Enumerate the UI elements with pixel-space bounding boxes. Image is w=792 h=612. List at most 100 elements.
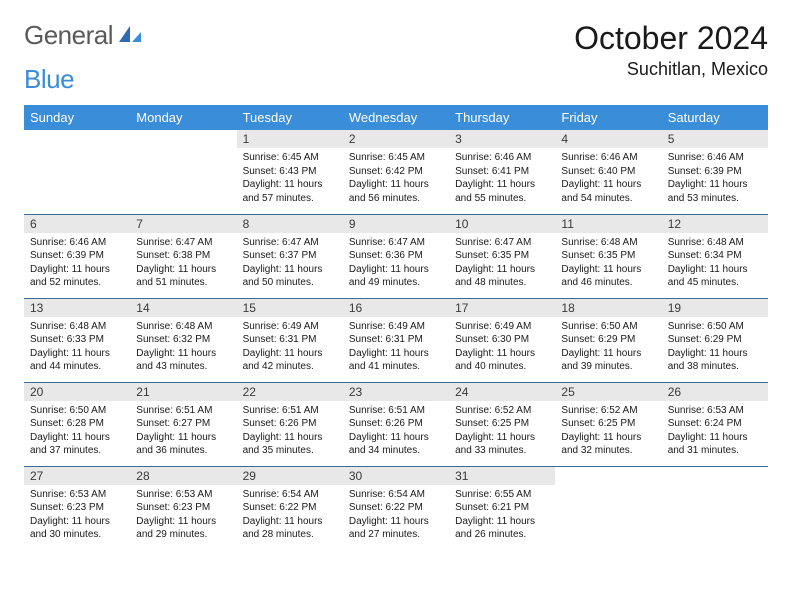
day-content: Sunrise: 6:46 AMSunset: 6:41 PMDaylight:… (449, 148, 555, 211)
day-number: 15 (237, 299, 343, 317)
calendar-cell: 3Sunrise: 6:46 AMSunset: 6:41 PMDaylight… (449, 130, 555, 214)
calendar-cell: 6Sunrise: 6:46 AMSunset: 6:39 PMDaylight… (24, 214, 130, 298)
day-content: Sunrise: 6:51 AMSunset: 6:26 PMDaylight:… (237, 401, 343, 464)
calendar-cell: 22Sunrise: 6:51 AMSunset: 6:26 PMDayligh… (237, 382, 343, 466)
day-number: 14 (130, 299, 236, 317)
day-content: Sunrise: 6:52 AMSunset: 6:25 PMDaylight:… (449, 401, 555, 464)
calendar-cell: 28Sunrise: 6:53 AMSunset: 6:23 PMDayligh… (130, 466, 236, 550)
empty-cell (662, 467, 768, 485)
calendar-header-row: SundayMondayTuesdayWednesdayThursdayFrid… (24, 105, 768, 130)
day-content: Sunrise: 6:49 AMSunset: 6:31 PMDaylight:… (237, 317, 343, 380)
calendar-cell: 7Sunrise: 6:47 AMSunset: 6:38 PMDaylight… (130, 214, 236, 298)
day-number: 2 (343, 130, 449, 148)
calendar-cell (130, 130, 236, 214)
calendar-row: 27Sunrise: 6:53 AMSunset: 6:23 PMDayligh… (24, 466, 768, 550)
day-number: 19 (662, 299, 768, 317)
calendar-cell: 31Sunrise: 6:55 AMSunset: 6:21 PMDayligh… (449, 466, 555, 550)
day-content: Sunrise: 6:46 AMSunset: 6:40 PMDaylight:… (555, 148, 661, 211)
day-content: Sunrise: 6:46 AMSunset: 6:39 PMDaylight:… (24, 233, 130, 296)
day-number: 26 (662, 383, 768, 401)
day-number: 22 (237, 383, 343, 401)
calendar-cell: 24Sunrise: 6:52 AMSunset: 6:25 PMDayligh… (449, 382, 555, 466)
calendar-cell: 11Sunrise: 6:48 AMSunset: 6:35 PMDayligh… (555, 214, 661, 298)
calendar-cell: 17Sunrise: 6:49 AMSunset: 6:30 PMDayligh… (449, 298, 555, 382)
calendar-cell: 27Sunrise: 6:53 AMSunset: 6:23 PMDayligh… (24, 466, 130, 550)
day-number: 30 (343, 467, 449, 485)
day-content: Sunrise: 6:51 AMSunset: 6:27 PMDaylight:… (130, 401, 236, 464)
day-number: 6 (24, 215, 130, 233)
weekday-header: Friday (555, 105, 661, 130)
empty-cell (130, 130, 236, 148)
day-number: 5 (662, 130, 768, 148)
empty-cell (24, 130, 130, 148)
calendar-cell: 18Sunrise: 6:50 AMSunset: 6:29 PMDayligh… (555, 298, 661, 382)
day-content: Sunrise: 6:52 AMSunset: 6:25 PMDaylight:… (555, 401, 661, 464)
day-number: 3 (449, 130, 555, 148)
calendar-cell: 16Sunrise: 6:49 AMSunset: 6:31 PMDayligh… (343, 298, 449, 382)
day-content: Sunrise: 6:50 AMSunset: 6:29 PMDaylight:… (555, 317, 661, 380)
location-label: Suchitlan, Mexico (574, 59, 768, 80)
calendar-cell: 19Sunrise: 6:50 AMSunset: 6:29 PMDayligh… (662, 298, 768, 382)
day-number: 21 (130, 383, 236, 401)
day-content: Sunrise: 6:50 AMSunset: 6:29 PMDaylight:… (662, 317, 768, 380)
logo-text-2: Blue (24, 64, 74, 95)
day-content: Sunrise: 6:49 AMSunset: 6:30 PMDaylight:… (449, 317, 555, 380)
day-content: Sunrise: 6:47 AMSunset: 6:38 PMDaylight:… (130, 233, 236, 296)
calendar-body: 1Sunrise: 6:45 AMSunset: 6:43 PMDaylight… (24, 130, 768, 550)
day-content: Sunrise: 6:46 AMSunset: 6:39 PMDaylight:… (662, 148, 768, 211)
day-number: 13 (24, 299, 130, 317)
day-content: Sunrise: 6:53 AMSunset: 6:24 PMDaylight:… (662, 401, 768, 464)
calendar-row: 6Sunrise: 6:46 AMSunset: 6:39 PMDaylight… (24, 214, 768, 298)
day-number: 23 (343, 383, 449, 401)
calendar-cell: 9Sunrise: 6:47 AMSunset: 6:36 PMDaylight… (343, 214, 449, 298)
calendar-row: 20Sunrise: 6:50 AMSunset: 6:28 PMDayligh… (24, 382, 768, 466)
day-number: 9 (343, 215, 449, 233)
logo-sail-icon (117, 20, 143, 51)
day-number: 11 (555, 215, 661, 233)
calendar-cell: 8Sunrise: 6:47 AMSunset: 6:37 PMDaylight… (237, 214, 343, 298)
day-number: 8 (237, 215, 343, 233)
day-number: 29 (237, 467, 343, 485)
calendar-cell: 5Sunrise: 6:46 AMSunset: 6:39 PMDaylight… (662, 130, 768, 214)
calendar-row: 1Sunrise: 6:45 AMSunset: 6:43 PMDaylight… (24, 130, 768, 214)
day-number: 10 (449, 215, 555, 233)
day-number: 1 (237, 130, 343, 148)
day-content: Sunrise: 6:48 AMSunset: 6:35 PMDaylight:… (555, 233, 661, 296)
day-content: Sunrise: 6:50 AMSunset: 6:28 PMDaylight:… (24, 401, 130, 464)
day-number: 28 (130, 467, 236, 485)
day-content: Sunrise: 6:45 AMSunset: 6:43 PMDaylight:… (237, 148, 343, 211)
empty-cell (555, 467, 661, 485)
day-number: 27 (24, 467, 130, 485)
logo: General (24, 20, 143, 51)
day-content: Sunrise: 6:48 AMSunset: 6:32 PMDaylight:… (130, 317, 236, 380)
weekday-header: Wednesday (343, 105, 449, 130)
calendar-cell: 30Sunrise: 6:54 AMSunset: 6:22 PMDayligh… (343, 466, 449, 550)
weekday-header: Monday (130, 105, 236, 130)
calendar-cell: 21Sunrise: 6:51 AMSunset: 6:27 PMDayligh… (130, 382, 236, 466)
weekday-header: Saturday (662, 105, 768, 130)
day-number: 20 (24, 383, 130, 401)
calendar-cell: 20Sunrise: 6:50 AMSunset: 6:28 PMDayligh… (24, 382, 130, 466)
calendar-table: SundayMondayTuesdayWednesdayThursdayFrid… (24, 105, 768, 550)
weekday-header: Sunday (24, 105, 130, 130)
day-number: 17 (449, 299, 555, 317)
day-number: 4 (555, 130, 661, 148)
day-content: Sunrise: 6:47 AMSunset: 6:37 PMDaylight:… (237, 233, 343, 296)
day-content: Sunrise: 6:45 AMSunset: 6:42 PMDaylight:… (343, 148, 449, 211)
day-content: Sunrise: 6:47 AMSunset: 6:35 PMDaylight:… (449, 233, 555, 296)
calendar-cell: 25Sunrise: 6:52 AMSunset: 6:25 PMDayligh… (555, 382, 661, 466)
month-title: October 2024 (574, 20, 768, 57)
day-content: Sunrise: 6:54 AMSunset: 6:22 PMDaylight:… (343, 485, 449, 548)
day-content: Sunrise: 6:54 AMSunset: 6:22 PMDaylight:… (237, 485, 343, 548)
calendar-cell: 1Sunrise: 6:45 AMSunset: 6:43 PMDaylight… (237, 130, 343, 214)
day-content: Sunrise: 6:49 AMSunset: 6:31 PMDaylight:… (343, 317, 449, 380)
calendar-cell: 14Sunrise: 6:48 AMSunset: 6:32 PMDayligh… (130, 298, 236, 382)
calendar-cell: 29Sunrise: 6:54 AMSunset: 6:22 PMDayligh… (237, 466, 343, 550)
day-content: Sunrise: 6:48 AMSunset: 6:34 PMDaylight:… (662, 233, 768, 296)
day-content: Sunrise: 6:47 AMSunset: 6:36 PMDaylight:… (343, 233, 449, 296)
calendar-cell: 13Sunrise: 6:48 AMSunset: 6:33 PMDayligh… (24, 298, 130, 382)
day-content: Sunrise: 6:48 AMSunset: 6:33 PMDaylight:… (24, 317, 130, 380)
day-content: Sunrise: 6:55 AMSunset: 6:21 PMDaylight:… (449, 485, 555, 548)
calendar-cell: 4Sunrise: 6:46 AMSunset: 6:40 PMDaylight… (555, 130, 661, 214)
calendar-cell: 23Sunrise: 6:51 AMSunset: 6:26 PMDayligh… (343, 382, 449, 466)
